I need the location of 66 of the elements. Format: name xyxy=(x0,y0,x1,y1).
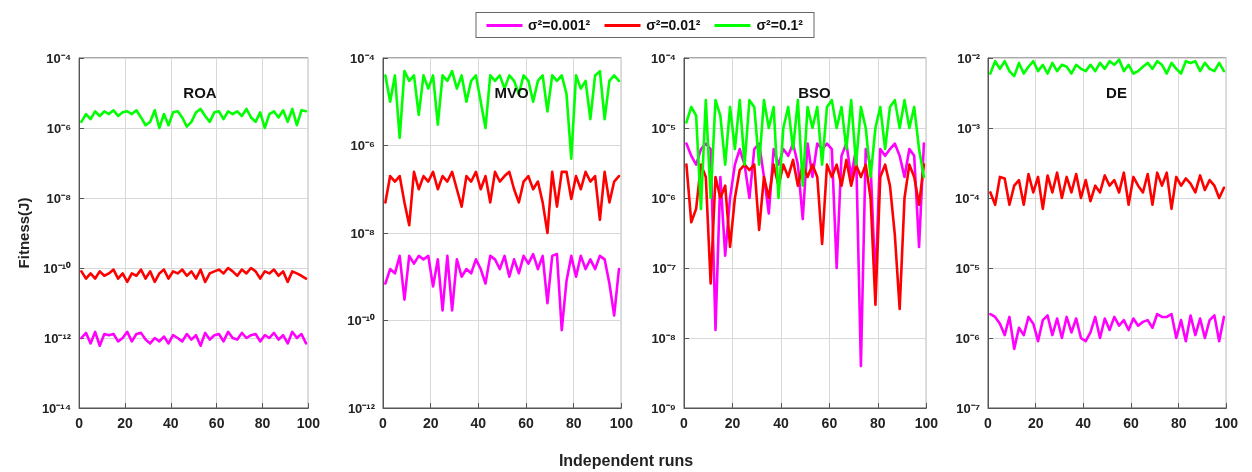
line-series xyxy=(384,170,621,235)
y-tick-label: 10⁻⁴ xyxy=(651,50,676,66)
legend-label: σ²=0.1² xyxy=(756,17,804,33)
legend-label: σ²=0.001² xyxy=(528,17,591,33)
x-tick-label: 0 xyxy=(379,415,388,431)
y-tick-label: 10⁻⁹ xyxy=(651,400,676,416)
x-tick-label: 80 xyxy=(254,415,271,431)
text: DE xyxy=(1106,84,1127,101)
x-tick-label: 20 xyxy=(117,415,133,431)
y-axis-title: Fitness(J) xyxy=(15,197,32,269)
x-tick-label: 80 xyxy=(1170,415,1187,431)
x-tick-label: 20 xyxy=(1027,415,1044,431)
text: ROA xyxy=(183,84,217,101)
line-series xyxy=(989,171,1226,211)
line-series xyxy=(384,69,621,160)
y-tick-label: 10⁻⁵ xyxy=(955,260,980,276)
x-tick-label: 100 xyxy=(914,415,939,431)
y-tick-label: 10⁻³ xyxy=(957,120,981,136)
y-tick-label: 10⁻¹⁴ xyxy=(41,400,72,416)
y-tick-label: 10⁻⁶ xyxy=(350,138,376,153)
y-tick-label: 10⁻¹² xyxy=(347,400,376,416)
y-tick-label: 10⁻¹² xyxy=(43,330,72,346)
x-tick-label: 100 xyxy=(296,415,321,431)
y-tick-label: 10⁻⁸ xyxy=(651,330,676,346)
legend-label: σ²=0.01² xyxy=(646,17,701,33)
y-tick-label: 10⁻⁶ xyxy=(46,120,72,136)
y-tick-label: 10⁻¹⁰ xyxy=(347,313,375,328)
x-tick-label: 60 xyxy=(1123,415,1139,431)
y-tick-label: 10⁻⁸ xyxy=(350,225,375,241)
text: MVO xyxy=(494,84,529,101)
line-series xyxy=(989,312,1226,351)
x-tick-label: 20 xyxy=(724,415,741,431)
y-tick-label: 10⁻⁶ xyxy=(651,190,677,206)
x-tick-label: 80 xyxy=(565,415,582,431)
y-tick-label: 10⁻⁴ xyxy=(350,50,375,66)
y-tick-label: 10⁻⁵ xyxy=(651,120,676,136)
y-tick-label: 10⁻⁴ xyxy=(955,190,980,206)
x-tick-label: 20 xyxy=(422,415,439,431)
y-tick-label: 10⁻⁷ xyxy=(956,400,980,416)
line-series xyxy=(384,252,621,332)
x-tick-label: 80 xyxy=(870,415,886,431)
line-series xyxy=(80,107,308,130)
x-axis-title: Independent runs xyxy=(557,452,695,470)
y-tick-label: 10⁻⁷ xyxy=(652,260,676,276)
y-tick-label: 10⁻⁸ xyxy=(46,190,72,206)
y-tick-label: 10⁻¹⁰ xyxy=(43,260,72,276)
x-tick-label: 100 xyxy=(609,415,634,431)
y-tick-label: 10⁻⁴ xyxy=(46,50,72,66)
x-tick-label: 0 xyxy=(75,415,84,431)
x-tick-label: 40 xyxy=(163,415,179,431)
line-series xyxy=(80,266,308,284)
x-tick-label: 40 xyxy=(1075,415,1092,431)
y-tick-label: 10⁻⁶ xyxy=(955,330,981,346)
x-tick-label: 60 xyxy=(821,415,838,431)
x-tick-label: 0 xyxy=(680,415,689,431)
line-series xyxy=(80,330,308,348)
x-tick-label: 100 xyxy=(1214,415,1239,431)
x-tick-label: 40 xyxy=(470,415,487,431)
y-tick-label: 10⁻² xyxy=(957,50,981,66)
text: BSO xyxy=(798,84,832,101)
x-tick-label: 40 xyxy=(773,415,789,431)
line-series xyxy=(685,158,926,311)
line-series xyxy=(685,98,926,211)
x-tick-label: 0 xyxy=(984,415,993,431)
x-tick-label: 60 xyxy=(208,415,225,431)
x-tick-label: 60 xyxy=(518,415,534,431)
